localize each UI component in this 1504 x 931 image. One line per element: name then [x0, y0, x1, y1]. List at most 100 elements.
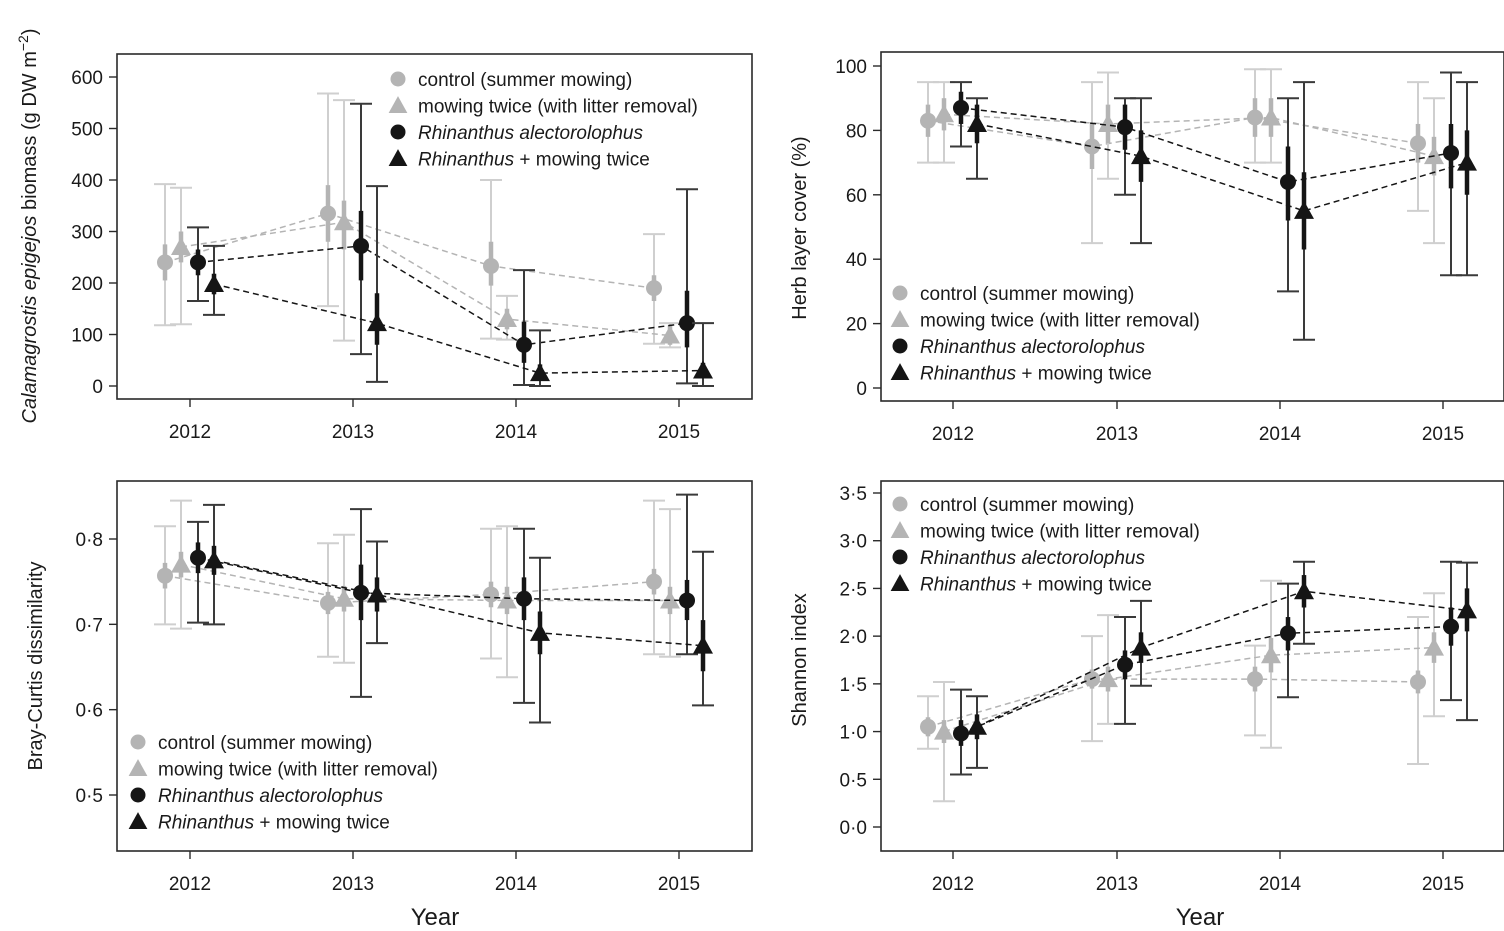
- y-tick-label: 3·0: [840, 532, 867, 553]
- data-point: [334, 588, 354, 607]
- x-tick-label: 2013: [1096, 424, 1138, 445]
- data-point: [1294, 200, 1314, 219]
- y-tick-label: 40: [846, 250, 867, 271]
- data-point: [1247, 671, 1263, 688]
- y-tick-label: 0: [856, 379, 867, 400]
- data-point: [157, 567, 173, 584]
- y-axis-title-text: biomass (g DW m: [19, 51, 41, 215]
- data-point: [967, 113, 987, 132]
- y-tick-label: 2·0: [840, 627, 867, 648]
- data-point: [1280, 625, 1296, 642]
- legend: control (summer mowing) mowing twice (wit…: [388, 70, 698, 171]
- data-point: [1424, 146, 1444, 165]
- data-point: [967, 716, 987, 735]
- series-line: [180, 563, 670, 602]
- series-line: [197, 245, 688, 346]
- series-line: [927, 678, 1419, 728]
- legend-marker-rhinanthus-mowing: [388, 149, 408, 166]
- series-line: [927, 116, 1419, 148]
- data-point: [204, 274, 224, 293]
- data-point: [497, 590, 517, 609]
- plot-frame: [880, 51, 1504, 402]
- data-point: [367, 584, 387, 603]
- series-line: [213, 559, 704, 647]
- y-tick-label: 0: [92, 377, 103, 398]
- legend-label-text: + mowing twice: [1016, 575, 1152, 596]
- series-control: [154, 499, 665, 660]
- legend-label-rhinanthus-mowing: Rhinanthus + mowing twice: [920, 364, 1152, 385]
- y-tick-label: 0·7: [76, 615, 103, 636]
- legend: control (summer mowing) mowing twice (wit…: [890, 495, 1200, 596]
- data-point: [190, 254, 206, 271]
- legend-label-rhinanthus-mowing: Rhinanthus + mowing twice: [920, 575, 1152, 596]
- legend-label-italic: Rhinanthus alectorolophus: [418, 123, 643, 144]
- legend-label-text: control (summer mowing): [920, 495, 1134, 516]
- legend-marker-control: [130, 734, 146, 750]
- data-point: [483, 258, 499, 275]
- data-point: [1261, 107, 1281, 126]
- legend-label-italic: Rhinanthus: [920, 575, 1017, 596]
- data-point: [646, 573, 662, 590]
- legend-marker-rhinanthus-mowing: [128, 812, 148, 829]
- legend-label-text: + mowing twice: [1016, 364, 1152, 385]
- series-line: [976, 123, 1468, 212]
- y-tick-label: 2·5: [840, 579, 867, 600]
- y-tick-label: 300: [71, 223, 103, 244]
- data-point: [1410, 673, 1426, 690]
- legend-label-italic: Rhinanthus: [158, 813, 255, 834]
- data-point: [1131, 637, 1151, 656]
- x-tick-label: 2015: [658, 422, 700, 443]
- legend-label-text: mowing twice (with litter removal): [920, 311, 1200, 332]
- y-tick-label: 0·5: [840, 770, 867, 791]
- legend-label-text: mowing twice (with litter removal): [418, 97, 698, 118]
- legend-marker-control: [390, 71, 406, 87]
- x-axis-title-right: Year: [1176, 904, 1225, 931]
- legend-label-control: control (summer mowing): [920, 284, 1134, 305]
- data-point: [334, 212, 354, 231]
- legend-label-rhinanthus: Rhinanthus alectorolophus: [920, 337, 1145, 358]
- x-tick-label: 2013: [1096, 874, 1138, 895]
- data-point: [353, 584, 369, 601]
- data-point: [320, 205, 336, 222]
- series-line: [943, 113, 1435, 157]
- y-tick-label: 600: [71, 68, 103, 89]
- series-rhinanthus-mowing: [203, 503, 714, 724]
- legend-label-rhinanthus-mowing: Rhinanthus + mowing twice: [158, 813, 390, 834]
- y-tick-label: 20: [846, 315, 867, 336]
- data-point: [934, 721, 954, 740]
- data-point: [483, 586, 499, 603]
- data-point: [1294, 581, 1314, 600]
- series-line: [960, 625, 1452, 735]
- x-tick-label: 2013: [332, 422, 374, 443]
- y-axis-title-text: Shannon index: [789, 593, 811, 726]
- data-point: [920, 112, 936, 129]
- y-tick-label: 0·0: [840, 818, 867, 839]
- legend-label-mowing-twice: mowing twice (with litter removal): [920, 522, 1200, 543]
- legend-label-mowing-twice: mowing twice (with litter removal): [158, 760, 438, 781]
- y-axis-title: Shannon index: [789, 593, 811, 726]
- legend-label-text: mowing twice (with litter removal): [158, 760, 438, 781]
- data-point: [679, 315, 695, 332]
- data-point: [1410, 135, 1426, 152]
- panel-biomass: 0 100 200 300 400 500 600 2012 2013 2014 2015 Calam…: [15, 29, 753, 443]
- data-point: [157, 254, 173, 271]
- y-tick-label: 100: [835, 57, 867, 78]
- data-point: [1457, 600, 1477, 619]
- series-line: [164, 574, 655, 604]
- series-mowing-twice: [170, 499, 681, 679]
- legend-marker-rhinanthus: [892, 549, 908, 565]
- series-rhinanthus-mowing: [966, 81, 1478, 341]
- data-point: [1131, 146, 1151, 165]
- series-line: [213, 283, 704, 374]
- series-control: [917, 68, 1429, 245]
- data-point: [530, 363, 550, 382]
- x-tick-label: 2014: [495, 422, 538, 443]
- x-tick-label: 2012: [169, 874, 211, 895]
- series-rhinanthus-mowing: [966, 560, 1478, 769]
- plot-frame: [880, 480, 1504, 852]
- legend-label-rhinanthus: Rhinanthus alectorolophus: [418, 123, 643, 144]
- legend-marker-mowing-twice: [890, 310, 910, 327]
- legend-label-text: + mowing twice: [254, 813, 390, 834]
- legend-label-mowing-twice: mowing twice (with litter removal): [418, 97, 698, 118]
